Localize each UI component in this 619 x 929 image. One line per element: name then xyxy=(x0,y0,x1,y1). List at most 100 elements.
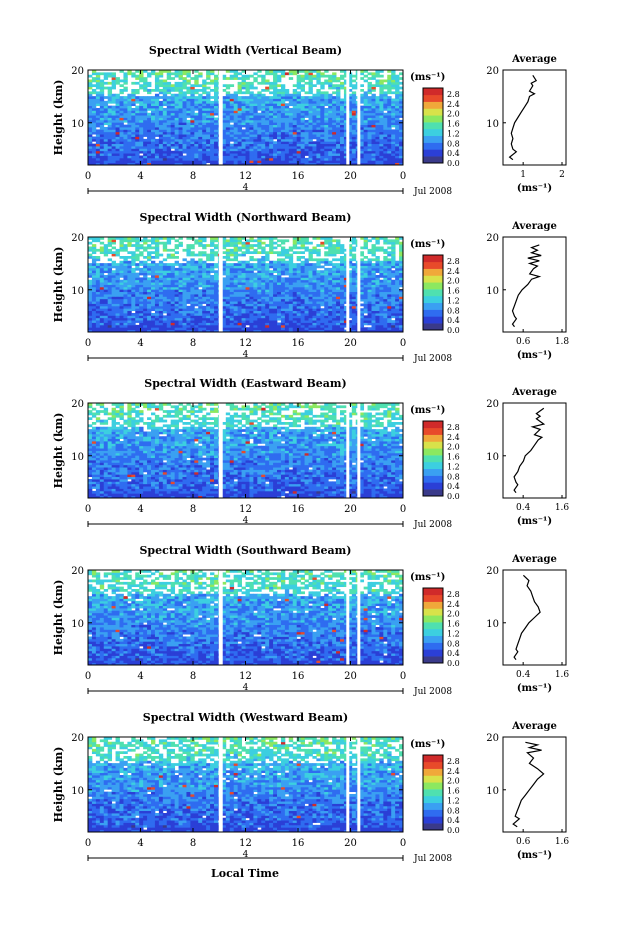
heatmap-cell xyxy=(194,294,198,297)
heatmap-cell xyxy=(143,122,147,125)
heatmap-cell xyxy=(116,320,120,323)
heatmap-cell xyxy=(194,137,198,140)
heatmap-cell xyxy=(257,139,261,142)
heatmap-cell xyxy=(249,299,253,302)
heatmap-cell xyxy=(387,82,391,85)
heatmap-cell xyxy=(179,313,183,316)
heatmap-cell xyxy=(265,99,269,102)
heatmap-cell xyxy=(127,323,131,326)
heatmap-cell xyxy=(96,148,100,151)
heatmap-cell xyxy=(269,82,273,85)
heatmap-cell xyxy=(175,87,179,90)
heatmap-cell xyxy=(159,323,163,326)
heatmap-cell xyxy=(301,158,305,161)
heatmap-cell xyxy=(131,125,135,128)
heatmap-cell xyxy=(183,115,187,118)
heatmap-cell xyxy=(332,113,336,116)
heatmap-cell xyxy=(242,101,246,104)
heatmap-cell xyxy=(104,108,108,111)
heatmap-cell xyxy=(273,301,277,304)
heatmap-cell xyxy=(289,318,293,321)
heatmap-cell xyxy=(257,158,261,161)
heatmap-cell xyxy=(147,108,151,111)
heatmap-cell xyxy=(202,146,206,149)
heatmap-cell xyxy=(120,285,124,288)
heatmap-cell xyxy=(234,118,238,121)
heatmap-cell xyxy=(336,280,340,283)
heatmap-cell xyxy=(100,139,104,142)
heatmap-cell xyxy=(123,299,127,302)
heatmap-cell xyxy=(202,87,206,90)
heatmap-cell xyxy=(112,108,116,111)
heatmap-cell xyxy=(372,87,376,90)
heatmap-cell xyxy=(368,106,372,109)
heatmap-cell xyxy=(383,106,387,109)
heatmap-cell xyxy=(316,80,320,83)
heatmap-cell xyxy=(379,273,383,276)
heatmap-cell xyxy=(100,96,104,99)
heatmap-cell xyxy=(383,137,387,140)
heatmap-cell xyxy=(379,270,383,273)
heatmap-cell xyxy=(257,270,261,273)
heatmap-cell xyxy=(324,115,328,118)
heatmap-cell xyxy=(92,146,96,149)
heatmap-cell xyxy=(171,311,175,314)
heatmap-cell xyxy=(246,153,250,156)
heatmap-cell xyxy=(328,311,332,314)
heatmap-cell xyxy=(108,327,112,330)
heatmap-cell xyxy=(269,127,273,130)
heatmap-cell xyxy=(131,146,135,149)
heatmap-cell xyxy=(257,122,261,125)
heatmap-cell xyxy=(120,129,124,132)
heatmap-cell xyxy=(289,275,293,278)
heatmap-cell xyxy=(131,275,135,278)
heatmap-cell xyxy=(301,308,305,311)
heatmap-cell xyxy=(139,294,143,297)
heatmap-cell xyxy=(328,287,332,290)
heatmap-cell xyxy=(171,318,175,321)
heatmap-cell xyxy=(253,308,257,311)
heatmap-cell xyxy=(159,118,163,121)
heatmap-cell xyxy=(375,308,379,311)
heatmap-cell xyxy=(167,282,171,285)
heatmap-cell xyxy=(171,313,175,316)
heatmap-cell xyxy=(120,280,124,283)
heatmap-cell xyxy=(352,294,356,297)
heatmap-cell xyxy=(309,141,313,144)
heatmap-cell xyxy=(163,132,167,135)
heatmap-cell xyxy=(312,99,316,102)
heatmap-cell xyxy=(202,270,206,273)
heatmap-cell xyxy=(151,115,155,118)
heatmap-cell xyxy=(364,108,368,111)
colorbar-segment xyxy=(423,149,443,156)
heatmap-cell xyxy=(281,306,285,309)
heatmap-cell xyxy=(226,115,230,118)
heatmap-cell xyxy=(328,108,332,111)
heatmap-cell xyxy=(194,280,198,283)
heatmap-cell xyxy=(183,127,187,130)
heatmap-cell xyxy=(159,156,163,159)
heatmap-cell xyxy=(92,268,96,271)
heatmap-cell xyxy=(116,268,120,271)
heatmap-cell xyxy=(108,91,112,94)
heatmap-cell xyxy=(246,320,250,323)
heatmap-cell xyxy=(352,134,356,137)
heatmap-cell xyxy=(383,144,387,147)
heatmap-cell xyxy=(143,294,147,297)
heatmap-cell xyxy=(375,323,379,326)
heatmap-cell xyxy=(324,80,328,83)
heatmap-cell xyxy=(206,280,210,283)
heatmap-cell xyxy=(151,144,155,147)
colorbar-segment xyxy=(423,102,443,109)
heatmap-cell xyxy=(159,301,163,304)
heatmap-cell xyxy=(301,268,305,271)
heatmap-cell xyxy=(234,144,238,147)
heatmap-cell xyxy=(277,327,281,330)
heatmap-cell xyxy=(277,296,281,299)
heatmap-cell xyxy=(309,132,313,135)
heatmap-cell xyxy=(328,129,332,132)
heatmap-cell xyxy=(206,120,210,123)
heatmap-cell xyxy=(96,146,100,149)
heatmap-cell xyxy=(312,137,316,140)
heatmap-cell xyxy=(214,311,218,314)
